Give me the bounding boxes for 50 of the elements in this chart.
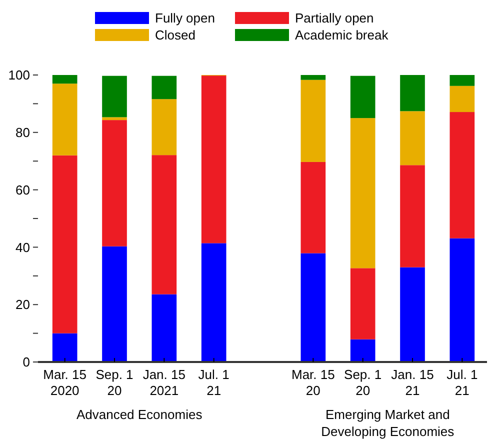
legend-label: Academic break bbox=[295, 28, 389, 43]
bar bbox=[300, 80, 326, 162]
x-tick-label: Jan. 15 2021 bbox=[142, 367, 186, 398]
y-tick-label: 0 bbox=[22, 354, 30, 370]
x-tick-label: Mar. 15 20 bbox=[291, 367, 335, 398]
y-tick-label: 60 bbox=[16, 182, 30, 198]
bar bbox=[400, 267, 425, 362]
x-tick-label: Jul. 1 21 bbox=[198, 367, 230, 398]
x-tick-label: Sep. 1 20 bbox=[96, 367, 134, 398]
bar bbox=[300, 162, 326, 254]
bar bbox=[102, 246, 127, 362]
bar bbox=[102, 120, 127, 246]
bar bbox=[400, 165, 425, 268]
bar bbox=[300, 253, 326, 362]
y-tick-label: 100 bbox=[8, 68, 30, 83]
bar bbox=[450, 86, 475, 112]
y-tick-label: 80 bbox=[16, 124, 30, 140]
legend-label: Partially open bbox=[295, 10, 374, 26]
bar bbox=[350, 76, 376, 118]
bar bbox=[450, 238, 475, 362]
bar bbox=[152, 155, 177, 294]
bar bbox=[400, 75, 425, 112]
bar bbox=[102, 117, 127, 120]
bar bbox=[350, 339, 376, 362]
x-tick-label: Jan. 15 21 bbox=[391, 367, 434, 398]
text: Emerging Market and Developing Economies bbox=[321, 407, 455, 439]
text: Advanced Economies bbox=[76, 407, 203, 422]
bar bbox=[400, 111, 425, 166]
bar bbox=[52, 75, 78, 84]
bar bbox=[201, 243, 226, 362]
bar bbox=[52, 84, 78, 156]
y-tick-label: 40 bbox=[16, 240, 30, 255]
bar bbox=[450, 75, 475, 86]
bar bbox=[201, 76, 226, 244]
bar bbox=[102, 76, 127, 118]
x-tick-label: Jul. 1 21 bbox=[446, 367, 478, 398]
bar bbox=[350, 268, 376, 340]
bar bbox=[450, 112, 475, 238]
legend-label: Fully open bbox=[155, 10, 215, 26]
bar bbox=[52, 155, 78, 334]
x-tick-label: Sep. 1 20 bbox=[344, 367, 382, 398]
bar bbox=[152, 76, 177, 100]
bar bbox=[350, 118, 376, 268]
legend-label: Closed bbox=[155, 28, 196, 43]
bar bbox=[52, 333, 78, 362]
bar bbox=[152, 99, 177, 156]
bar bbox=[152, 294, 177, 362]
x-tick-label: Mar. 15 2020 bbox=[43, 367, 87, 398]
bar bbox=[300, 75, 326, 80]
y-tick-label: 20 bbox=[16, 297, 30, 312]
